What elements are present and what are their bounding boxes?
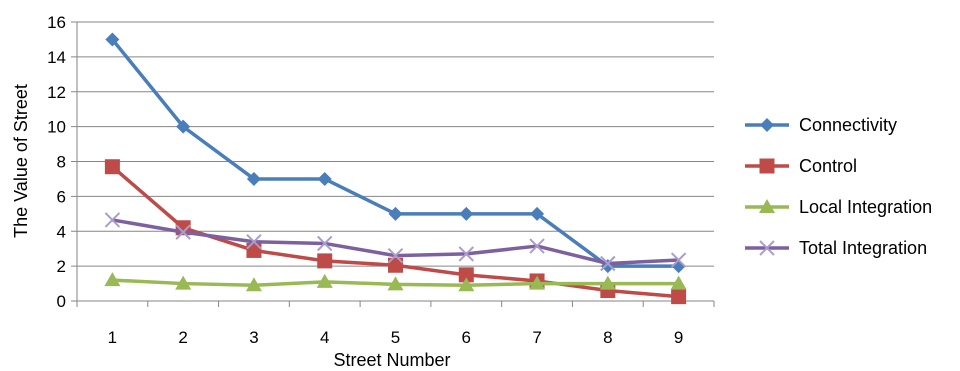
y-tick-label: 10 bbox=[47, 118, 66, 137]
x-tick-label: 8 bbox=[603, 328, 612, 347]
connectivity-point bbox=[459, 206, 474, 221]
total-integration-point bbox=[529, 238, 545, 254]
legend-marker bbox=[760, 118, 774, 132]
control-point bbox=[671, 289, 687, 305]
y-tick-label: 14 bbox=[47, 48, 66, 67]
legend-marker bbox=[759, 199, 775, 213]
control-point bbox=[388, 257, 403, 273]
total-integration-point bbox=[600, 255, 616, 272]
total-integration-point bbox=[317, 235, 333, 252]
y-tick-label: 8 bbox=[57, 153, 66, 172]
y-tick-label: 16 bbox=[47, 13, 66, 32]
x-tick-label: 5 bbox=[391, 328, 400, 347]
marker-stroke bbox=[759, 240, 775, 256]
local-integration-point bbox=[458, 277, 475, 292]
series-local-integration bbox=[104, 272, 687, 292]
total-integration-point bbox=[670, 252, 687, 268]
x-tick-label: 3 bbox=[249, 328, 258, 347]
local-integration-point bbox=[599, 275, 616, 290]
total-integration-point bbox=[458, 246, 474, 262]
marker-stroke bbox=[175, 224, 191, 240]
marker-stroke bbox=[387, 247, 404, 264]
x-tick-label: 9 bbox=[674, 328, 683, 347]
control-point bbox=[104, 159, 120, 175]
connectivity-point bbox=[317, 171, 332, 186]
legend-item-total-integration: Total Integration bbox=[745, 238, 927, 258]
marker-stroke bbox=[246, 234, 262, 250]
local-integration-point bbox=[104, 272, 121, 287]
marker-stroke bbox=[600, 255, 616, 272]
legend-item-connectivity: Connectivity bbox=[745, 115, 897, 135]
control-point bbox=[458, 267, 474, 283]
legend: Connectivity Control Local Integration Tota… bbox=[745, 115, 932, 258]
x-tick-label: 7 bbox=[532, 328, 541, 347]
marker-stroke bbox=[529, 238, 545, 254]
legend-item-local-integration: Local Integration bbox=[745, 197, 932, 217]
connectivity-point bbox=[388, 206, 403, 221]
local-integration-point bbox=[387, 276, 404, 291]
legend-marker bbox=[759, 240, 775, 256]
legend-label: Total Integration bbox=[799, 238, 927, 258]
y-tick-label: 2 bbox=[57, 257, 66, 276]
axes bbox=[71, 21, 715, 307]
x-tick-label: 6 bbox=[462, 328, 471, 347]
legend-label: Control bbox=[799, 156, 857, 176]
connectivity-point bbox=[105, 32, 120, 47]
legend-label: Connectivity bbox=[799, 115, 897, 135]
marker-stroke bbox=[670, 252, 687, 268]
control-point bbox=[317, 253, 333, 269]
local-integration-point bbox=[175, 275, 192, 290]
total-integration-point bbox=[104, 212, 121, 228]
total-integration-point bbox=[246, 234, 262, 250]
legend-item-control: Control bbox=[745, 156, 857, 176]
y-tick-label: 12 bbox=[47, 83, 66, 102]
series-lines bbox=[104, 32, 687, 305]
series-total-integration bbox=[104, 212, 687, 272]
marker-stroke bbox=[317, 235, 333, 252]
marker-stroke bbox=[104, 212, 121, 228]
marker-stroke bbox=[458, 246, 474, 262]
total-integration-point bbox=[387, 247, 404, 264]
x-axis-title: Street Number bbox=[333, 350, 450, 370]
x-tick-label: 2 bbox=[178, 328, 187, 347]
x-tick-label: 4 bbox=[320, 328, 329, 347]
y-tick-label: 6 bbox=[57, 187, 66, 206]
connectivity-point bbox=[246, 171, 261, 186]
y-axis-title: The Value of Street bbox=[11, 84, 31, 238]
y-tick-label: 0 bbox=[57, 292, 66, 311]
y-tick-label: 4 bbox=[57, 222, 66, 241]
total-integration-point bbox=[175, 224, 191, 240]
local-integration-point bbox=[670, 275, 687, 290]
legend-marker bbox=[759, 158, 775, 174]
connectivity-point bbox=[530, 206, 545, 221]
local-integration-point bbox=[316, 273, 333, 288]
local-integration-point bbox=[245, 277, 262, 292]
control-point bbox=[246, 242, 262, 258]
x-tick-label: 1 bbox=[108, 328, 117, 347]
local-integration-point bbox=[529, 275, 546, 290]
series-connectivity bbox=[105, 32, 686, 274]
legend-label: Local Integration bbox=[799, 197, 932, 217]
connectivity-point bbox=[176, 119, 191, 134]
